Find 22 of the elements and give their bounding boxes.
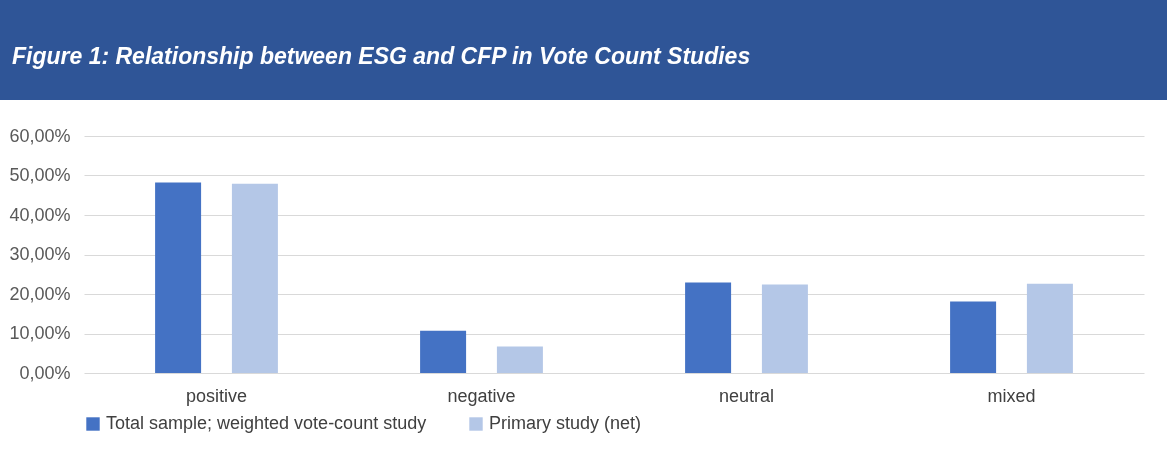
y-tick-label: 60,00%: [9, 125, 71, 146]
x-tick-label: neutral: [718, 385, 775, 406]
chart-title: Figure 1: Relationship between ESG and CFP in Vote Count Studies: [0, 0, 1167, 100]
y-tick-label: 30,00%: [9, 244, 71, 264]
bar: [231, 183, 278, 373]
y-tick-label: 0,00%: [19, 362, 71, 383]
y-tick-label: 40,00%: [9, 204, 71, 225]
legend-label: Total sample; weighted vote-count study: [106, 413, 427, 433]
y-tick-label: 10,00%: [9, 323, 71, 343]
bar: [761, 284, 808, 373]
x-tick-label: positive: [185, 385, 248, 406]
x-tick-label: mixed: [987, 385, 1036, 406]
bar: [950, 301, 997, 373]
bar: [496, 346, 543, 373]
bar: [685, 282, 732, 373]
y-tick-label: 50,00%: [9, 165, 71, 185]
legend-label: Primary study (net): [489, 413, 642, 433]
bar: [155, 182, 202, 373]
bar: [420, 330, 467, 373]
y-tick-label: 20,00%: [9, 283, 71, 304]
bar: [1026, 283, 1073, 373]
x-tick-label: negative: [447, 385, 516, 406]
